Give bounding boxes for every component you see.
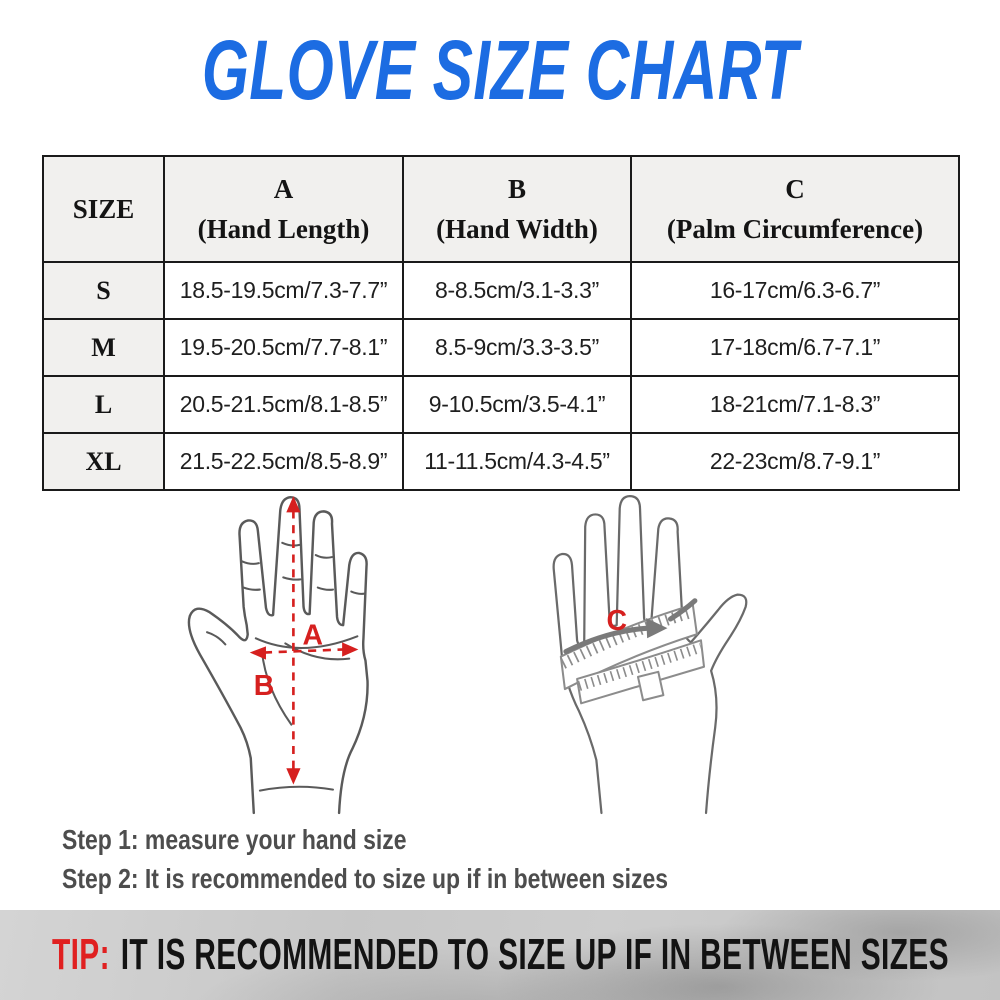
palm-circumference-value: 17-18cm/6.7-7.1”: [630, 318, 960, 377]
hand-width-value: 8-8.5cm/3.1-3.3”: [402, 261, 632, 320]
header-palm-circumference-letter: C: [785, 173, 805, 204]
header-size: SIZE: [42, 155, 165, 263]
arrow-right-icon: [646, 618, 668, 639]
tape-measure-illustration: C: [552, 495, 748, 815]
table-row-m: M 19.5-20.5cm/7.7-8.1” 8.5-9cm/3.3-3.5” …: [42, 318, 960, 377]
measure-arc-continuation: [667, 598, 698, 622]
palm-crease-lines: [206, 541, 366, 792]
header-hand-width: B (Hand Width): [402, 155, 632, 263]
size-label: M: [42, 318, 165, 377]
hand-width-value: 9-10.5cm/3.5-4.1”: [402, 375, 632, 434]
label-c: C: [607, 605, 628, 637]
header-hand-length-caption: (Hand Length): [197, 214, 370, 244]
table-row-l: L 20.5-21.5cm/8.1-8.5” 9-10.5cm/3.5-4.1”…: [42, 375, 960, 434]
hand-length-value: 18.5-19.5cm/7.3-7.7”: [163, 261, 404, 320]
header-palm-circumference: C (Palm Circumference): [630, 155, 960, 263]
arrow-up-icon: [286, 496, 301, 513]
tape-band-lower: [576, 639, 706, 705]
header-hand-width-letter: B: [507, 173, 526, 204]
table-row-s: S 18.5-19.5cm/7.3-7.7” 8-8.5cm/3.1-3.3” …: [42, 261, 960, 320]
hand-width-value: 8.5-9cm/3.3-3.5”: [402, 318, 632, 377]
palm-circumference-value: 18-21cm/7.1-8.3”: [630, 375, 960, 434]
hand-length-value: 21.5-22.5cm/8.5-8.9”: [163, 432, 404, 491]
glove-size-table: SIZE A (Hand Length) B (Hand Width) C (P…: [42, 155, 960, 491]
tape-measure: [559, 603, 706, 705]
table-row-xl: XL 21.5-22.5cm/8.5-8.9” 11-11.5cm/4.3-4.…: [42, 432, 960, 491]
size-label: XL: [42, 432, 165, 491]
table-header-row: SIZE A (Hand Length) B (Hand Width) C (P…: [42, 155, 960, 263]
palm-circumference-measure: [563, 598, 698, 655]
step-1: Step 1: measure your hand size: [62, 824, 407, 855]
arrow-down-icon: [286, 768, 301, 785]
hand-length-value: 20.5-21.5cm/8.1-8.5”: [163, 375, 404, 434]
palm-circumference-value: 22-23cm/8.7-9.1”: [630, 432, 960, 491]
header-hand-width-caption: (Hand Width): [436, 214, 598, 244]
palm-measurement-illustration: A B: [187, 495, 369, 815]
arrow-right-icon: [342, 642, 359, 657]
label-a: A: [303, 619, 324, 651]
measurement-steps: Step 1: measure your hand size Step 2: I…: [62, 820, 801, 898]
tip-text: IT IS RECOMMENDED TO SIZE UP IF IN BETWE…: [120, 930, 949, 979]
left-hand-outline: [187, 495, 369, 815]
measure-arc: [563, 625, 651, 655]
label-b: B: [254, 670, 275, 702]
header-palm-circumference-caption: (Palm Circumference): [666, 214, 924, 244]
hand-length-measure: [286, 496, 301, 785]
hand-width-value: 11-11.5cm/4.3-4.5”: [402, 432, 632, 491]
header-hand-length-letter: A: [273, 173, 294, 204]
hand-length-value: 19.5-20.5cm/7.7-8.1”: [163, 318, 404, 377]
tape-end-buckle: [636, 670, 665, 702]
size-label: L: [42, 375, 165, 434]
tip-text-line: TIP: IT IS RECOMMENDED TO SIZE UP IF IN B…: [52, 930, 949, 980]
hand-width-measure: [249, 642, 359, 660]
size-label: S: [42, 261, 165, 320]
tip-banner: TIP: IT IS RECOMMENDED TO SIZE UP IF IN B…: [0, 910, 1000, 1000]
header-hand-length: A (Hand Length): [163, 155, 404, 263]
palm-circumference-value: 16-17cm/6.3-6.7”: [630, 261, 960, 320]
step-2: Step 2: It is recommended to size up if …: [62, 863, 669, 894]
tip-prefix: TIP:: [51, 930, 110, 979]
arrow-left-icon: [249, 646, 266, 660]
page-title: GLOVE SIZE CHART: [201, 23, 799, 117]
page-title-wrap: GLOVE SIZE CHART: [0, 28, 1000, 112]
tape-tick-marks: [560, 606, 703, 691]
hand-width-dashed-line: [263, 648, 345, 654]
